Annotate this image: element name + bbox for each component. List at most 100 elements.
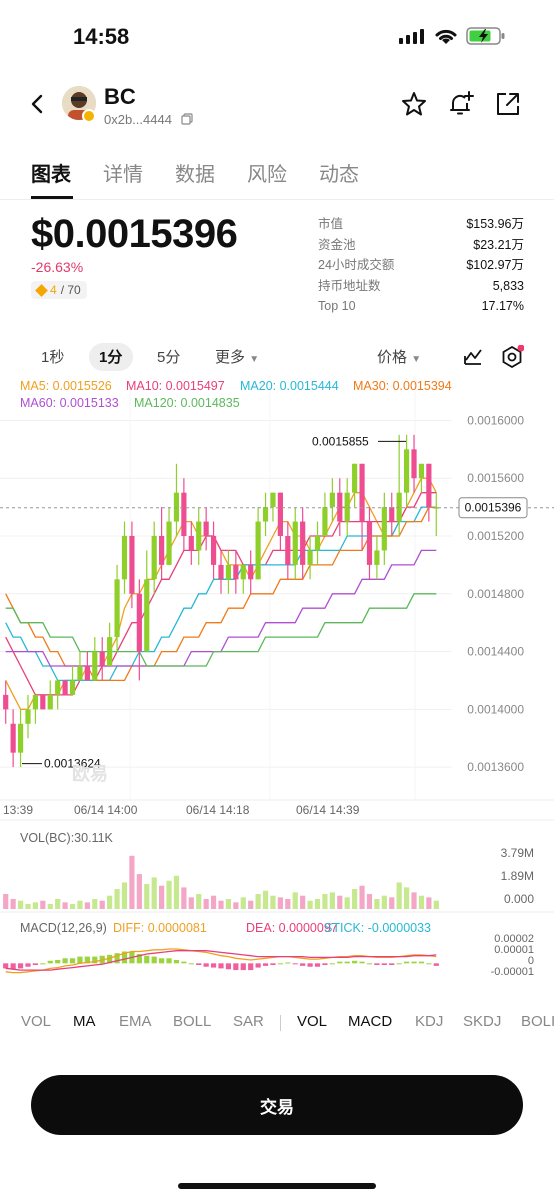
- bell-alert-add-icon[interactable]: [447, 90, 475, 118]
- token-stats: 市值 $153.96万 资金池 $23.21万 24小时成交额 $102.97万 持币…: [318, 214, 524, 317]
- y-tick-label: 0.0015200: [467, 529, 524, 543]
- token-address: 0x2b...4444: [104, 112, 172, 127]
- macd-hist-bar: [188, 963, 194, 965]
- interval-1m[interactable]: 1分: [99, 349, 123, 366]
- candle-body: [225, 564, 232, 580]
- star-favorite-icon[interactable]: [400, 90, 428, 118]
- chart-canvas[interactable]: 0.0016000 0.0015600 0.0015200 0.0014800 0.00…: [0, 376, 554, 978]
- caret-down-icon: ▼: [411, 354, 422, 365]
- vol-bar: [144, 884, 150, 909]
- indicator-vol[interactable]: VOL: [21, 1013, 52, 1030]
- x-tick-label: 06/14 14:18: [186, 803, 250, 817]
- y-tick-label: 0.0014800: [467, 587, 524, 601]
- indicator-ma[interactable]: MA: [73, 1013, 96, 1030]
- diamond-icon: [35, 283, 48, 297]
- interval-1s[interactable]: 1秒: [41, 349, 65, 366]
- tab-risk[interactable]: 风险: [247, 164, 287, 186]
- indicator-boll-sub[interactable]: BOLI: [521, 1013, 554, 1030]
- macd-hist-bar: [121, 951, 128, 964]
- vol-bar: [166, 880, 172, 909]
- candle-body: [292, 521, 298, 565]
- indicator-ema[interactable]: EMA: [119, 1013, 152, 1030]
- vol-bar: [248, 900, 254, 909]
- candle-body: [329, 492, 335, 508]
- vol-bar: [329, 892, 335, 909]
- candle-body: [173, 492, 180, 522]
- tab-activity[interactable]: 动态: [319, 164, 359, 186]
- vol-bar: [121, 882, 128, 909]
- vol-bar: [10, 899, 16, 909]
- candle-body: [359, 463, 365, 522]
- share-icon[interactable]: [494, 90, 522, 118]
- ma-legend-item: MA120: 0.0014835: [134, 396, 240, 410]
- token-header: BC 0x2b...4444: [0, 80, 554, 130]
- back-arrow-icon[interactable]: [26, 92, 50, 116]
- price-type-select[interactable]: 价格 ▼: [377, 346, 421, 367]
- macd-hist-bar: [262, 963, 269, 966]
- interval-5m[interactable]: 5分: [157, 349, 181, 366]
- macd-dea-legend: DEA: 0.0000097: [246, 921, 338, 935]
- vol-bar: [47, 904, 53, 909]
- price-chart[interactable]: 0.0016000 0.0015600 0.0015200 0.0014800 0.00…: [0, 376, 554, 978]
- vol-bar: [307, 900, 313, 909]
- candle-body: [396, 492, 402, 522]
- macd-hist-bar: [248, 963, 254, 971]
- candle-body: [233, 564, 239, 580]
- candle-body: [136, 593, 142, 652]
- copy-icon[interactable]: [181, 113, 193, 125]
- macd-hist-bar: [292, 963, 298, 965]
- macd-hist-bar: [114, 953, 120, 964]
- price-type-label: 价格: [377, 349, 408, 366]
- macd-hist-bar: [47, 960, 53, 964]
- price-block: $0.0015396 -26.63% 4 / 70: [31, 212, 238, 300]
- vol-bar: [300, 895, 306, 909]
- y-tick-label: 0.0014000: [467, 702, 524, 716]
- candle-body: [389, 507, 395, 522]
- battery-icon: [466, 27, 505, 45]
- indicator-skdj[interactable]: SKDJ: [463, 1013, 502, 1030]
- candle-body: [240, 564, 246, 580]
- stat-label: 24小时成交额: [318, 258, 395, 272]
- candle-body: [99, 651, 105, 666]
- macd-hist-bar: [396, 963, 402, 965]
- current-price: $0.0015396: [31, 212, 238, 256]
- macd-hist-bar: [403, 961, 410, 964]
- rank-value: 4: [50, 283, 57, 297]
- macd-hist-bar: [314, 963, 321, 967]
- vol-y-tick: 3.79M: [501, 846, 534, 860]
- indicator-chart-icon[interactable]: [462, 346, 484, 368]
- status-icons: [398, 26, 506, 46]
- x-tick-label: 13:39: [3, 803, 33, 817]
- stat-value: 17.17%: [481, 299, 524, 313]
- trade-button[interactable]: 交易: [31, 1075, 523, 1135]
- x-tick-label: 06/14 14:00: [74, 803, 138, 817]
- tab-details[interactable]: 详情: [103, 164, 143, 186]
- vol-bar: [270, 895, 276, 909]
- macd-dea-line: [5, 950, 437, 971]
- rank-badge[interactable]: 4 / 70: [31, 281, 87, 299]
- indicator-sar[interactable]: SAR: [233, 1013, 264, 1030]
- candle-body: [411, 449, 417, 479]
- stat-value: $23.21万: [473, 237, 524, 252]
- vol-bar: [418, 895, 425, 909]
- tab-chart[interactable]: 图表: [31, 164, 71, 186]
- vol-bar: [181, 887, 187, 909]
- candle-body: [248, 564, 254, 580]
- rank-total: / 70: [60, 283, 81, 297]
- interval-more[interactable]: 更多 ▼: [215, 346, 259, 367]
- vol-bar: [173, 875, 180, 909]
- settings-gear-icon[interactable]: [500, 345, 524, 369]
- vol-bar: [285, 899, 291, 909]
- vol-bar: [262, 890, 269, 909]
- tab-data[interactable]: 数据: [175, 164, 215, 186]
- vol-bar: [240, 897, 246, 909]
- vol-bar: [99, 900, 105, 909]
- vol-bar: [129, 855, 135, 909]
- macd-hist-bar: [181, 961, 187, 964]
- indicator-sub-vol[interactable]: VOL: [297, 1013, 328, 1030]
- ma-legend-item: MA5: 0.0015526: [20, 379, 112, 393]
- indicator-boll[interactable]: BOLL: [173, 1013, 212, 1030]
- indicator-macd[interactable]: MACD: [348, 1013, 393, 1030]
- candle-body: [337, 492, 343, 522]
- indicator-kdj[interactable]: KDJ: [415, 1013, 444, 1030]
